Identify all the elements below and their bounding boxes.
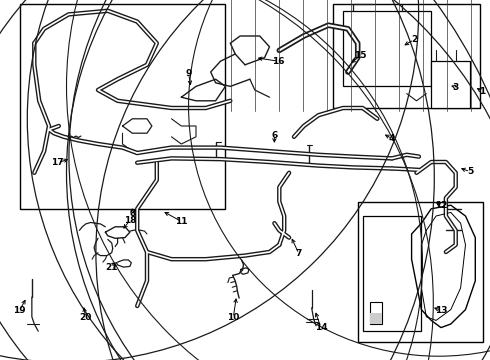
Bar [431,61,470,108]
Bar [343,11,431,86]
Text: 20: 20 [79,313,92,322]
Bar [370,313,382,324]
Text: 17: 17 [51,158,64,167]
Bar [358,202,483,342]
Text: 10: 10 [227,313,240,322]
Text: 8: 8 [129,209,135,217]
Bar [333,4,480,108]
Text: 19: 19 [13,306,26,315]
Bar [363,216,421,331]
Text: 5: 5 [467,167,473,176]
Text: 6: 6 [271,130,277,139]
Text: 2: 2 [411,35,417,44]
Text: 14: 14 [315,323,327,332]
Text: 18: 18 [123,216,136,225]
Text: 1: 1 [480,87,486,96]
Text: 15: 15 [354,51,367,60]
Text: 21: 21 [105,263,118,271]
Text: 13: 13 [435,306,447,315]
Text: 4: 4 [389,134,395,143]
Text: 7: 7 [295,249,302,258]
Text: 3: 3 [453,83,459,91]
Text: 11: 11 [175,217,188,226]
Text: 16: 16 [272,57,285,66]
Text: 9: 9 [185,69,192,78]
Bar [370,302,382,324]
Text: 12: 12 [435,202,447,210]
Bar [20,4,225,209]
